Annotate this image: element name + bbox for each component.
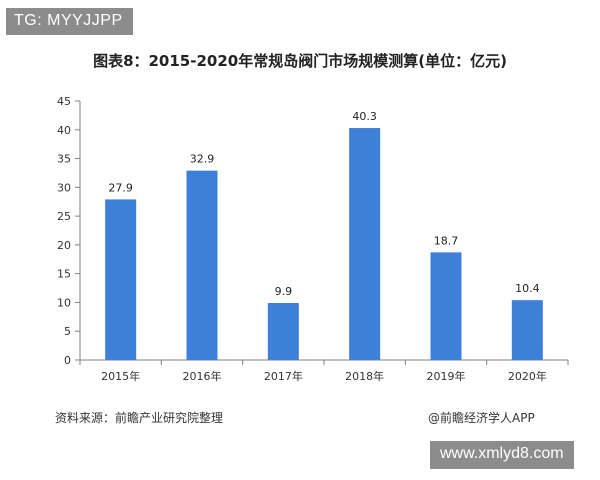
bar-value-label: 27.9 xyxy=(108,181,133,194)
watermark-bottom: www.xmlyd8.com xyxy=(430,441,574,469)
y-tick-label: 0 xyxy=(64,354,71,367)
bar-value-label: 18.7 xyxy=(434,234,459,247)
y-tick-label: 20 xyxy=(57,239,71,252)
y-tick-label: 25 xyxy=(57,210,71,223)
y-tick-label: 40 xyxy=(57,124,71,137)
x-tick-label: 2018年 xyxy=(345,369,384,383)
watermark-top: TG: MYYJJPP xyxy=(6,8,133,35)
bar-chart: 0 5 10 15 20 25 30 35 40 45 27.9 2015年 32.9 2016年 9.9 2… xyxy=(57,95,569,383)
x-tick-label: 2015年 xyxy=(101,369,140,383)
x-tick-label: 2016年 xyxy=(183,369,222,383)
x-tick-label: 2019年 xyxy=(427,369,466,383)
y-tick-label: 10 xyxy=(57,296,71,309)
y-tick-label: 15 xyxy=(57,268,71,281)
bar-value-label: 10.4 xyxy=(515,282,540,295)
bar xyxy=(349,128,381,360)
bar xyxy=(511,300,543,360)
y-tick-label: 30 xyxy=(57,181,71,194)
bar-value-label: 9.9 xyxy=(275,285,293,298)
bar-value-label: 32.9 xyxy=(190,153,215,166)
brand-note: @前瞻经济学人APP xyxy=(428,411,535,425)
source-note: 资料来源：前瞻产业研究院整理 xyxy=(55,411,224,425)
bar-value-label: 40.3 xyxy=(352,110,377,123)
y-tick-label: 45 xyxy=(57,95,71,108)
x-tick-label: 2020年 xyxy=(508,369,547,383)
bar xyxy=(105,199,137,360)
bar xyxy=(267,303,299,360)
chart-title: 图表8：2015-2020年常规岛阀门市场规模测算(单位：亿元) xyxy=(93,52,507,70)
bar xyxy=(430,252,462,360)
x-tick-label: 2017年 xyxy=(264,369,303,383)
y-tick-label: 5 xyxy=(64,325,71,338)
y-tick-label: 35 xyxy=(57,153,71,166)
bar xyxy=(186,170,218,360)
